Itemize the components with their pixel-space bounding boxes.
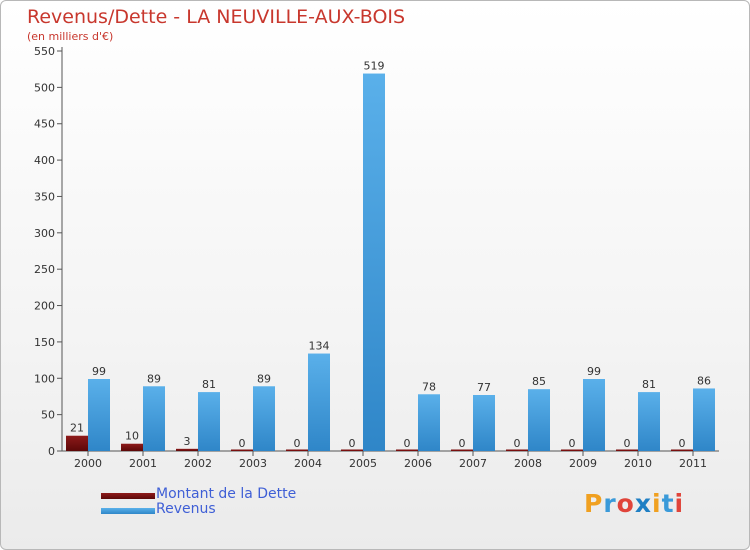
data-label-revenus: 78 (422, 380, 436, 393)
y-tick-label: 450 (34, 118, 55, 131)
x-tick-label: 2004 (294, 457, 322, 470)
data-label-revenus: 89 (147, 372, 161, 385)
logo-letter: r (603, 489, 617, 518)
data-label-debt: 0 (514, 437, 521, 450)
x-tick-label: 2007 (459, 457, 487, 470)
bar-debt-zero (561, 449, 583, 451)
data-label-debt: 0 (679, 437, 686, 450)
chart-title: Revenus/Dette - LA NEUVILLE-AUX-BOIS (27, 6, 406, 28)
data-label-revenus: 77 (477, 381, 491, 394)
y-tick-label: 250 (34, 263, 55, 276)
data-label-debt: 21 (70, 422, 84, 435)
bar-revenus (473, 395, 495, 451)
data-label-revenus: 81 (202, 378, 216, 391)
y-tick-label: 50 (41, 409, 55, 422)
y-tick-label: 300 (34, 227, 55, 240)
data-label-debt: 0 (459, 437, 466, 450)
bar-debt-zero (286, 449, 308, 451)
bar-revenus (198, 392, 220, 451)
logo-letter: i (674, 489, 685, 518)
logo-letter: x (634, 489, 652, 518)
bar-revenus (363, 73, 385, 451)
bar-debt-zero (396, 449, 418, 451)
legend-label-dette: Montant de la Dette (156, 486, 297, 502)
y-tick-label: 400 (34, 154, 55, 167)
data-label-debt: 3 (184, 435, 191, 448)
y-tick-label: 100 (34, 372, 55, 385)
bar-debt-zero (616, 449, 638, 451)
data-label-revenus: 81 (642, 378, 656, 391)
x-tick-label: 2011 (679, 457, 707, 470)
legend-swatch-dette (101, 493, 155, 499)
legend-swatch-revenus (101, 508, 155, 514)
x-tick-label: 2003 (239, 457, 267, 470)
data-label-revenus: 85 (532, 375, 546, 388)
bar-revenus (693, 388, 715, 451)
x-tick-label: 2009 (569, 457, 597, 470)
bar-revenus (253, 386, 275, 451)
y-tick-label: 200 (34, 300, 55, 313)
bar-revenus (583, 379, 605, 451)
bar-debt (121, 443, 143, 451)
logo-letter: i (652, 489, 662, 518)
bar-debt-zero (506, 449, 528, 451)
bar-revenus (418, 394, 440, 451)
bar-revenus (638, 392, 660, 451)
x-tick-label: 2001 (129, 457, 157, 470)
x-tick-label: 2005 (349, 457, 377, 470)
y-tick-label: 500 (34, 81, 55, 94)
proxiti-logo: Proxiti (584, 489, 684, 518)
logo-letter: t (661, 489, 675, 518)
data-label-revenus: 519 (364, 60, 385, 73)
x-tick-label: 2010 (624, 457, 652, 470)
x-tick-label: 2002 (184, 457, 212, 470)
bar-debt-zero (451, 449, 473, 451)
data-label-revenus: 86 (697, 374, 711, 387)
bar-debt-zero (231, 449, 253, 451)
x-tick-label: 2006 (404, 457, 432, 470)
y-tick-label: 550 (34, 45, 55, 58)
data-label-revenus: 99 (587, 365, 601, 378)
bar-revenus (88, 379, 110, 451)
data-label-debt: 0 (624, 437, 631, 450)
data-label-debt: 0 (349, 437, 356, 450)
bar-debt (176, 448, 198, 451)
data-label-revenus: 89 (257, 372, 271, 385)
logo-letter: o (616, 489, 635, 518)
x-tick-label: 2000 (74, 457, 102, 470)
bar-debt (66, 435, 88, 451)
data-label-debt: 0 (404, 437, 411, 450)
y-tick-label: 350 (34, 190, 55, 203)
data-label-debt: 0 (294, 437, 301, 450)
chart-subtitle: (en milliers d'€) (27, 30, 114, 43)
bar-revenus (308, 353, 330, 451)
bar-debt-zero (671, 449, 693, 451)
data-label-debt: 10 (125, 430, 139, 443)
y-tick-label: 150 (34, 336, 55, 349)
bar-debt-zero (341, 449, 363, 451)
logo-letter: P (584, 489, 604, 518)
x-tick-label: 2008 (514, 457, 542, 470)
bar-revenus (143, 386, 165, 451)
y-tick-label: 0 (48, 445, 55, 458)
data-label-revenus: 99 (92, 365, 106, 378)
data-label-debt: 0 (239, 437, 246, 450)
legend-label-revenus: Revenus (156, 501, 216, 517)
data-label-debt: 0 (569, 437, 576, 450)
data-label-revenus: 134 (309, 340, 330, 353)
bar-revenus (528, 389, 550, 451)
